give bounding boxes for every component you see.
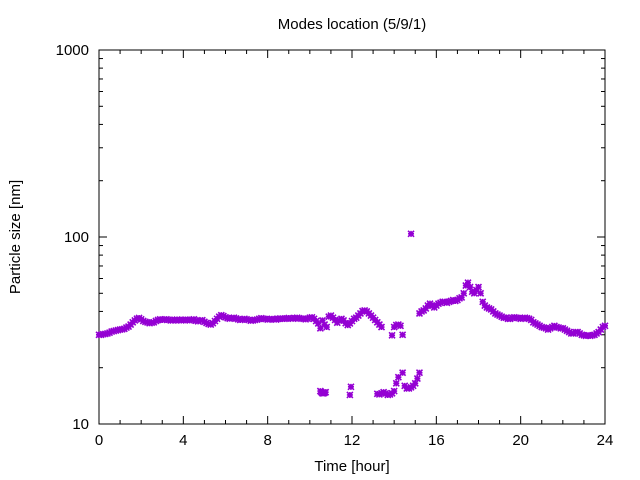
data-point bbox=[388, 331, 396, 339]
data-point bbox=[323, 323, 331, 331]
data-point bbox=[451, 297, 459, 305]
y-tick-label: 10 bbox=[72, 416, 89, 433]
data-point bbox=[483, 303, 491, 312]
data-point bbox=[399, 369, 407, 377]
data-point bbox=[455, 294, 464, 302]
data-point bbox=[399, 331, 407, 339]
data-point bbox=[460, 289, 468, 297]
x-tick-label: 4 bbox=[179, 432, 187, 449]
data-point bbox=[447, 297, 455, 305]
plot-frame bbox=[98, 49, 606, 425]
data-point bbox=[394, 373, 402, 381]
data-points bbox=[95, 230, 609, 399]
data-point bbox=[443, 299, 451, 307]
data-point bbox=[139, 317, 147, 325]
data-point bbox=[466, 283, 474, 291]
data-point bbox=[316, 324, 324, 332]
data-point bbox=[415, 369, 424, 377]
data-point bbox=[474, 283, 483, 291]
data-point bbox=[601, 322, 609, 330]
data-point bbox=[322, 388, 330, 396]
data-point bbox=[479, 298, 487, 306]
data-point bbox=[152, 317, 160, 325]
y-axis-label: Particle size [nm] bbox=[7, 180, 24, 294]
data-point bbox=[396, 322, 405, 330]
data-point bbox=[413, 374, 421, 383]
data-point bbox=[477, 289, 485, 297]
x-axis-label: Time [hour] bbox=[314, 458, 389, 475]
x-tick-label: 24 bbox=[597, 432, 614, 449]
data-point bbox=[221, 313, 230, 321]
data-point bbox=[377, 323, 386, 331]
data-point bbox=[390, 387, 398, 395]
data-point bbox=[217, 311, 225, 319]
y-tick-label: 100 bbox=[64, 229, 89, 246]
data-point bbox=[441, 298, 449, 306]
data-point bbox=[194, 317, 202, 325]
x-tick-label: 16 bbox=[428, 432, 445, 449]
data-point bbox=[347, 383, 355, 391]
data-point bbox=[202, 319, 211, 327]
data-point bbox=[407, 230, 415, 238]
data-point bbox=[318, 316, 327, 324]
data-point bbox=[304, 315, 312, 323]
x-tick-label: 12 bbox=[344, 432, 361, 449]
x-tick-label: 8 bbox=[263, 432, 271, 449]
data-point bbox=[449, 296, 457, 304]
data-point bbox=[436, 299, 445, 307]
data-point bbox=[346, 391, 354, 399]
x-tick-label: 0 bbox=[95, 432, 103, 449]
data-point bbox=[411, 379, 419, 387]
axis-ticks bbox=[98, 49, 606, 425]
data-point bbox=[445, 298, 453, 306]
tick-labels: 0 4 8 12 16 20 24 10 100 1000 bbox=[56, 42, 614, 449]
y-tick-label: 1000 bbox=[56, 42, 89, 59]
x-tick-label: 20 bbox=[512, 432, 529, 449]
data-point bbox=[392, 379, 400, 387]
data-point bbox=[434, 300, 443, 308]
data-point bbox=[458, 293, 466, 302]
chart-title: Modes location (5/9/1) bbox=[278, 16, 426, 33]
data-point bbox=[464, 279, 472, 287]
data-point bbox=[232, 314, 240, 322]
data-point bbox=[314, 319, 322, 327]
